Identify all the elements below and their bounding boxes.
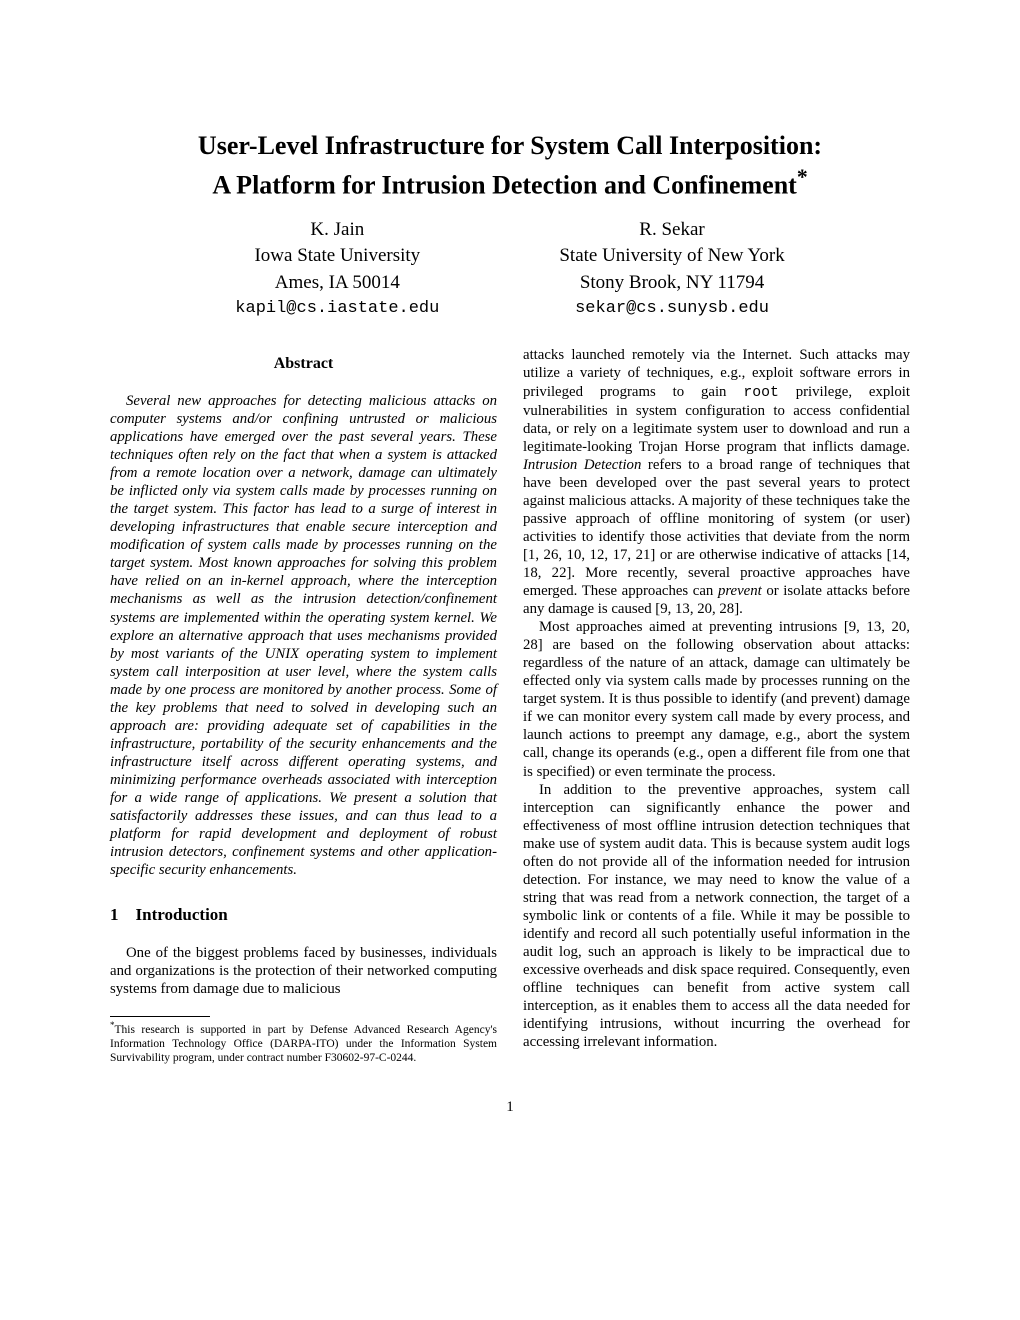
footnote-rule (110, 1016, 210, 1017)
left-column: Abstract Several new approaches for dete… (110, 346, 497, 1065)
page-number: 1 (110, 1099, 910, 1116)
authors-row: K. Jain Iowa State University Ames, IA 5… (110, 217, 910, 321)
author-affiliation: Iowa State University (235, 243, 439, 270)
author-name: R. Sekar (559, 217, 784, 244)
title-line-2: A Platform for Intrusion Detection and C… (212, 171, 796, 200)
abstract-text: Several new approaches for detecting mal… (110, 392, 497, 879)
two-column-body: Abstract Several new approaches for dete… (110, 346, 910, 1065)
section-heading-introduction: 1 Introduction (110, 905, 497, 926)
author-location: Stony Brook, NY 11794 (559, 270, 784, 297)
author-location: Ames, IA 50014 (235, 270, 439, 297)
right-paragraph-3: In addition to the preventive approaches… (523, 781, 910, 1052)
rp1-em-prevent: prevent (718, 583, 762, 599)
author-email: sekar@cs.sunysb.edu (559, 297, 784, 321)
author-block-2: R. Sekar State University of New York St… (559, 217, 784, 321)
right-paragraph-1: attacks launched remotely via the Intern… (523, 346, 910, 618)
code-root: root (743, 385, 779, 401)
paper-title: User-Level Infrastructure for System Cal… (110, 128, 910, 203)
right-paragraph-2: Most approaches aimed at preventing intr… (523, 618, 910, 780)
abstract-heading: Abstract (110, 354, 497, 374)
author-affiliation: State University of New York (559, 243, 784, 270)
paper-page: User-Level Infrastructure for System Cal… (0, 0, 1020, 1176)
author-name: K. Jain (235, 217, 439, 244)
rp1-em-intrusion-detection: Intrusion Detection (523, 457, 641, 473)
title-line-1: User-Level Infrastructure for System Cal… (198, 131, 822, 160)
right-column: attacks launched remotely via the Intern… (523, 346, 910, 1065)
intro-paragraph-1: One of the biggest problems faced by bus… (110, 944, 497, 998)
title-footnote-marker: * (797, 165, 808, 189)
author-block-1: K. Jain Iowa State University Ames, IA 5… (235, 217, 439, 321)
author-email: kapil@cs.iastate.edu (235, 297, 439, 321)
footnote: *This research is supported in part by D… (110, 1020, 497, 1065)
footnote-text: This research is supported in part by De… (110, 1024, 497, 1064)
rp1-c: refers to a broad range of techniques th… (523, 457, 910, 599)
